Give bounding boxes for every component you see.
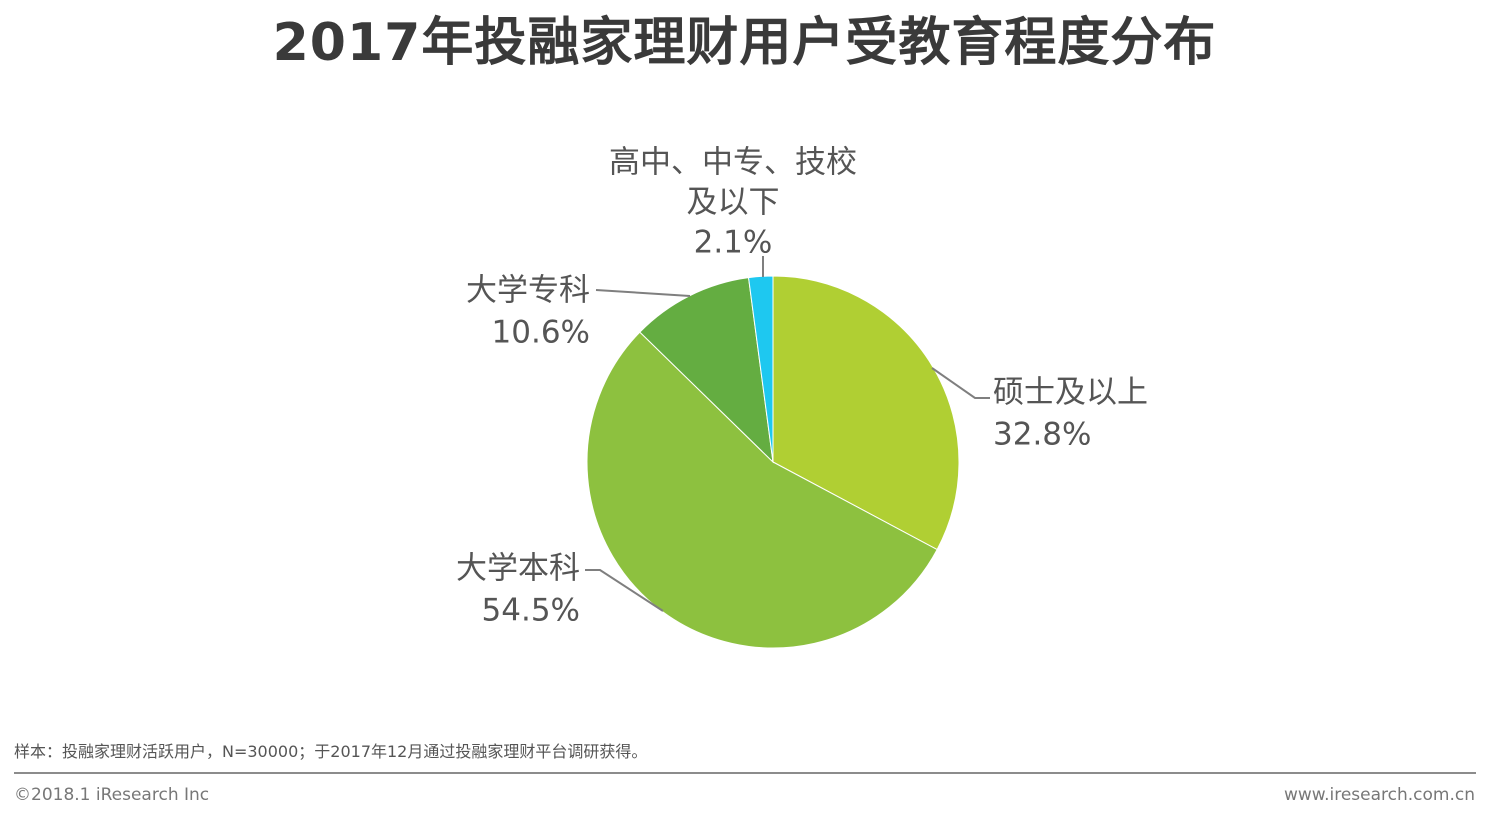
slice-category-label-3: 大学专科 [466,273,590,309]
footer-divider [14,772,1476,774]
leader-line-3 [595,289,691,297]
pie-slice-4 [747,275,774,463]
slice-value-label-3: 10.6% [492,315,590,351]
slice-value-label-4: 2.1% [694,225,773,261]
sample-note: 样本：投融家理财活跃用户，N=30000；于2017年12月通过投融家理财平台调… [14,742,648,761]
slice-category-label-1: 硕士及以上 [993,375,1148,411]
website-link[interactable]: www.iresearch.com.cn [1283,785,1475,805]
pie-slice-2 [586,331,938,649]
leader-line-1 [931,367,990,399]
leader-line-2 [585,569,664,612]
leader-lines [585,256,990,612]
slice-category-label-4: 高中、中专、技校 [609,145,857,181]
pie-slices [586,275,960,649]
slice-value-label-1: 32.8% [993,417,1091,453]
copyright-text: ©2018.1 iResearch Inc [14,785,210,805]
slice-value-label-2: 54.5% [482,593,580,629]
chart-title: 2017年投融家理财用户受教育程度分布 [272,13,1217,73]
pie-slice-1 [772,275,960,551]
slice-category-label-2: 大学本科 [456,551,580,587]
slice-category-label-4: 及以下 [687,185,780,221]
